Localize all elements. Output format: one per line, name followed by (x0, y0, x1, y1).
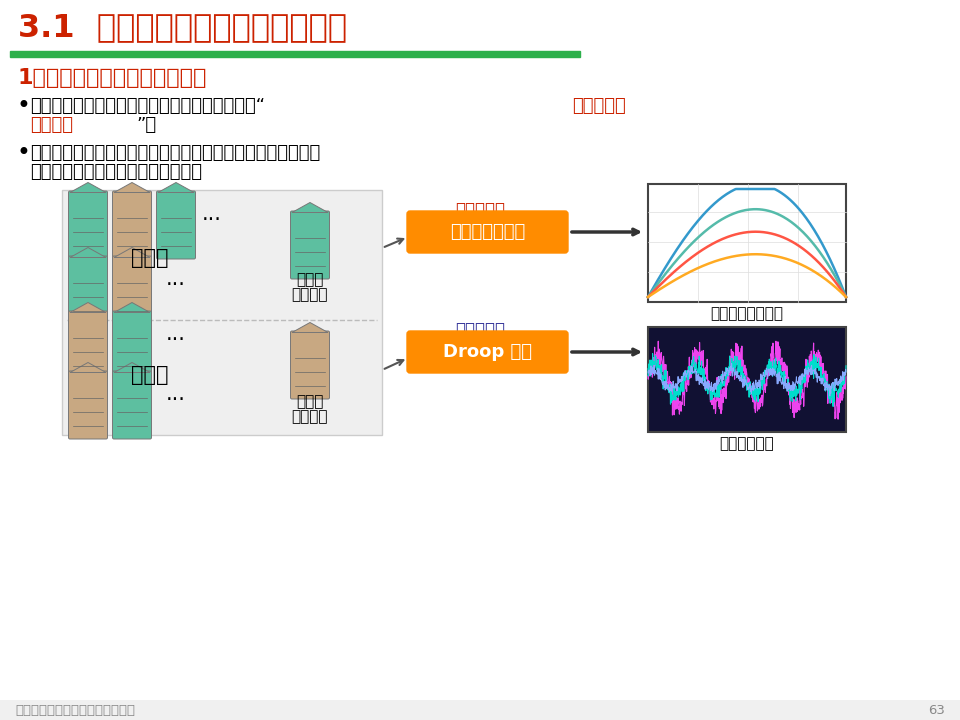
Polygon shape (70, 302, 106, 312)
FancyBboxPatch shape (112, 191, 152, 259)
FancyBboxPatch shape (291, 331, 329, 399)
Bar (62, 190, 382, 435)
Bar (0, 0, 960, 52)
Text: 式并网逆变器弱网下的动稳态性能。: 式并网逆变器弱网下的动稳态性能。 (30, 163, 202, 181)
Text: 电压源模式: 电压源模式 (455, 321, 505, 339)
Text: 1）双模式混合控制策略的提出: 1）双模式混合控制策略的提出 (18, 68, 207, 88)
Text: 通过切换一定容量比例的电压源模式运行，保证多数电流源模: 通过切换一定容量比例的电压源模式运行，保证多数电流源模 (30, 144, 321, 162)
Polygon shape (114, 248, 150, 258)
Bar (10, 51, 580, 57)
Bar (0, 700, 960, 720)
Text: ···: ··· (166, 330, 186, 350)
Text: 模式运行: 模式运行 (292, 287, 328, 302)
Text: 数量？: 数量？ (132, 365, 169, 385)
Text: ···: ··· (166, 275, 186, 295)
Polygon shape (70, 362, 106, 372)
Text: Droop 控制: Droop 控制 (443, 343, 532, 361)
Polygon shape (292, 323, 328, 333)
Text: 当采用双模式控制后，将在多逆变器系统中形成“: 当采用双模式控制后，将在多逆变器系统中形成“ (30, 97, 265, 115)
Text: ”；: ”； (136, 116, 156, 134)
Text: 3.1  混合模式并网控制的基本思路: 3.1 混合模式并网控制的基本思路 (18, 12, 348, 43)
FancyBboxPatch shape (112, 371, 152, 439)
Text: ···: ··· (202, 210, 222, 230)
Polygon shape (114, 362, 150, 372)
Text: 提高新能源利用率: 提高新能源利用率 (710, 307, 783, 322)
Text: 电流源模式: 电流源模式 (455, 201, 505, 219)
FancyBboxPatch shape (68, 311, 108, 379)
FancyBboxPatch shape (156, 191, 196, 259)
FancyBboxPatch shape (68, 256, 108, 324)
Text: 电压源: 电压源 (297, 395, 324, 410)
FancyBboxPatch shape (112, 256, 152, 324)
Polygon shape (70, 248, 106, 258)
Bar (648, 184, 846, 302)
FancyBboxPatch shape (407, 331, 568, 373)
Polygon shape (158, 182, 194, 192)
Text: 电流源: 电流源 (297, 272, 324, 287)
FancyBboxPatch shape (68, 191, 108, 259)
Text: •: • (16, 141, 30, 165)
Text: •: • (16, 94, 30, 118)
Text: 双模式混合: 双模式混合 (572, 97, 626, 115)
FancyBboxPatch shape (407, 211, 568, 253)
Text: 模式运行: 模式运行 (292, 410, 328, 425)
Text: 最大功率点跟踪: 最大功率点跟踪 (450, 223, 525, 241)
FancyBboxPatch shape (291, 211, 329, 279)
Text: ···: ··· (166, 390, 186, 410)
Polygon shape (114, 302, 150, 312)
FancyBboxPatch shape (68, 371, 108, 439)
Polygon shape (114, 182, 150, 192)
Polygon shape (292, 202, 328, 212)
Text: 分布？: 分布？ (132, 248, 169, 268)
Text: 63: 63 (928, 703, 945, 716)
Text: 支撑电网稳定: 支撑电网稳定 (720, 436, 775, 451)
Polygon shape (70, 182, 106, 192)
Text: 控制系统: 控制系统 (30, 116, 73, 134)
Text: 中国电工技术学会新媒体平台发布: 中国电工技术学会新媒体平台发布 (15, 703, 135, 716)
FancyBboxPatch shape (112, 311, 152, 379)
Bar (648, 327, 846, 432)
